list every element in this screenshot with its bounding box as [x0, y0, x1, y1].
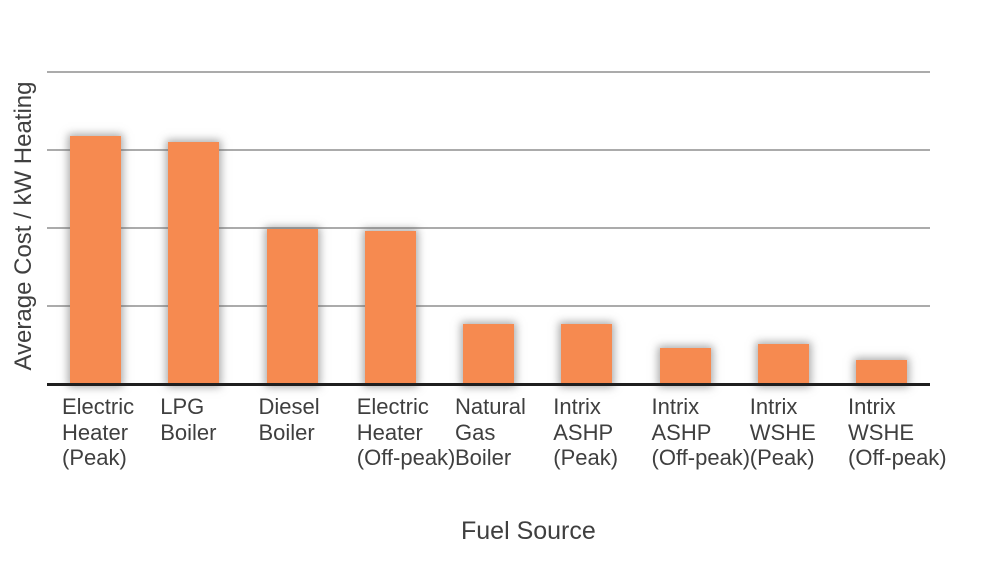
bar [70, 136, 121, 385]
bar [266, 229, 318, 385]
x-tick-label: Electric Heater (Off-peak) [356, 394, 456, 470]
x-tick-label: Natural Gas Boiler [455, 394, 526, 470]
bar [757, 343, 809, 385]
bar [364, 231, 416, 385]
x-tick-label: LPG Boiler [160, 394, 217, 445]
bar [463, 324, 514, 385]
gridline [47, 305, 930, 308]
x-tick-label: Electric Heater (Peak) [62, 394, 135, 470]
x-tick-label: Intrix ASHP (Peak) [553, 394, 619, 470]
gridline [47, 71, 930, 73]
bar [168, 142, 220, 385]
gridline [47, 149, 930, 152]
x-axis-line [47, 383, 930, 386]
bar [659, 347, 711, 385]
x-tick-label: Diesel Boiler [258, 394, 320, 445]
x-tick-label: Intrix ASHP (Off-peak) [651, 394, 751, 470]
bar [856, 360, 907, 385]
gridline [47, 227, 930, 230]
x-tick-label: Intrix WSHE (Off-peak) [848, 394, 947, 470]
bar [561, 323, 613, 385]
x-tick-label: Intrix WSHE (Peak) [749, 394, 816, 470]
x-axis-title: Fuel Source [461, 517, 596, 545]
